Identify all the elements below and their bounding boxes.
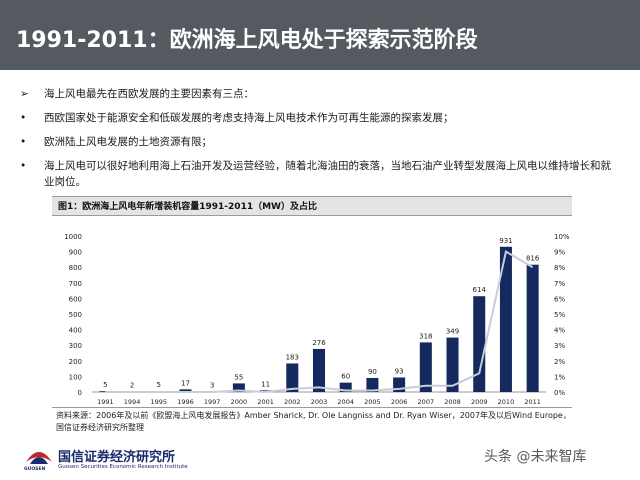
chart-bar xyxy=(473,296,486,392)
y-tick-label: 100 xyxy=(69,373,82,381)
dot-bullet-icon: • xyxy=(20,160,27,172)
data-label: 276 xyxy=(312,339,326,347)
dot-bullet-icon: • xyxy=(20,136,27,148)
data-label: 60 xyxy=(341,373,350,381)
chart-bar xyxy=(366,377,379,392)
page-title: 1991-2011：欧洲海上风电处于探索示范阶段 xyxy=(16,28,478,53)
logo-english-name: Guosen Securities Economic Research Inst… xyxy=(58,464,188,470)
y2-tick-label: 9% xyxy=(554,249,565,257)
x-tick-label: 1997 xyxy=(204,398,221,406)
x-tick-label: 1995 xyxy=(150,398,167,406)
chart-bar xyxy=(446,337,459,392)
x-tick-label: 2010 xyxy=(498,398,515,406)
data-label: 816 xyxy=(526,255,540,263)
y2-tick-label: 10% xyxy=(554,233,570,241)
data-label: 93 xyxy=(395,367,404,375)
x-tick-label: 2000 xyxy=(231,398,248,406)
company-logo: GUOSEN 国信证券经济研究所 Guosen Securities Econo… xyxy=(24,446,224,474)
chart-bar xyxy=(419,342,432,392)
y2-tick-label: 0% xyxy=(554,389,565,397)
x-tick-label: 2002 xyxy=(284,398,301,406)
y2-tick-label: 5% xyxy=(554,311,565,319)
chart-bar xyxy=(526,264,539,392)
x-tick-label: 2009 xyxy=(471,398,488,406)
y2-tick-label: 1% xyxy=(554,373,565,381)
data-label: 5 xyxy=(103,381,107,389)
data-label: 2 xyxy=(130,382,134,390)
y-tick-label: 600 xyxy=(69,295,82,303)
y-tick-label: 500 xyxy=(69,311,82,319)
chart-bar xyxy=(99,391,112,393)
dot-bullet-icon: • xyxy=(20,112,27,124)
logo-abbrev: GUOSEN xyxy=(24,467,46,472)
bullet-item: • 欧洲陆上风电发展的土地资源有限； xyxy=(20,134,620,150)
data-label: 349 xyxy=(446,328,459,336)
x-tick-label: 1996 xyxy=(177,398,194,406)
bullet-text: 欧洲陆上风电发展的土地资源有限； xyxy=(44,136,212,148)
source-divider xyxy=(52,407,572,408)
chart-bar xyxy=(312,348,326,392)
y2-tick-label: 2% xyxy=(554,358,565,366)
data-label: 931 xyxy=(499,237,512,245)
y2-tick-label: 8% xyxy=(554,264,565,272)
chart-bar xyxy=(179,389,192,392)
x-tick-label: 2004 xyxy=(337,398,354,406)
data-label: 90 xyxy=(368,368,377,376)
x-tick-label: 2001 xyxy=(257,398,274,406)
data-label: 318 xyxy=(419,332,432,340)
title-bar: 1991-2011：欧洲海上风电处于探索示范阶段 xyxy=(0,0,640,70)
data-label: 11 xyxy=(261,380,270,388)
data-label: 3 xyxy=(210,382,214,390)
x-tick-label: 1991 xyxy=(97,398,114,406)
bullet-item: ➢ 海上风电最先在西欧发展的主要因素有三点： xyxy=(20,86,620,102)
x-tick-label: 2008 xyxy=(444,398,461,406)
chart-bar xyxy=(499,246,512,392)
y2-tick-label: 3% xyxy=(554,342,565,350)
arrow-bullet-icon: ➢ xyxy=(20,88,29,100)
y-tick-label: 300 xyxy=(69,342,82,350)
x-tick-label: 1994 xyxy=(124,398,141,406)
data-label: 183 xyxy=(286,353,299,361)
y2-tick-label: 7% xyxy=(554,280,565,288)
watermark: 头条 @未来智库 xyxy=(484,449,587,465)
y-tick-label: 900 xyxy=(69,249,82,257)
bullet-list: ➢ 海上风电最先在西欧发展的主要因素有三点： • 西欧国家处于能源安全和低碳发展… xyxy=(20,86,620,198)
bullet-text: 西欧国家处于能源安全和低碳发展的考虑支持海上风电技术作为可再生能源的探索发展； xyxy=(44,112,454,124)
y-tick-label: 0 xyxy=(78,389,82,397)
bullet-text: 海上风电可以很好地利用海上石油开发及运营经验，随着北海油田的衰落，当地石油产业转… xyxy=(44,160,611,188)
y-tick-label: 1000 xyxy=(64,233,82,241)
y-tick-label: 200 xyxy=(69,358,82,366)
chart-bar xyxy=(232,383,245,392)
y-tick-label: 700 xyxy=(69,280,82,288)
y2-tick-label: 6% xyxy=(554,295,565,303)
share-line xyxy=(105,250,534,394)
x-tick-label: 2007 xyxy=(418,398,435,406)
logo-mark-icon xyxy=(26,452,52,464)
chart-bar xyxy=(339,382,352,392)
data-label: 55 xyxy=(234,373,243,381)
bar-chart: 0 100 200 300 400 500 600 700 800 900 1000 0% 1% 2% 3%… xyxy=(64,233,570,406)
y-tick-label: 800 xyxy=(69,264,82,272)
data-label: 17 xyxy=(181,379,190,387)
x-tick-label: 2011 xyxy=(524,398,541,406)
bullet-item: • 西欧国家处于能源安全和低碳发展的考虑支持海上风电技术作为可再生能源的探索发展… xyxy=(20,110,620,126)
data-label: 5 xyxy=(157,381,161,389)
x-tick-label: 2003 xyxy=(311,398,328,406)
chart-bar xyxy=(286,363,299,392)
y2-tick-label: 4% xyxy=(554,327,565,335)
x-tick-label: 2005 xyxy=(364,398,381,406)
figure-title: 图1：欧洲海上风电年新增装机容量1991-2011（MW）及占比 xyxy=(58,202,317,212)
y-tick-label: 400 xyxy=(69,327,82,335)
logo-name: 国信证券经济研究所 xyxy=(58,450,176,465)
data-label: 614 xyxy=(473,286,487,294)
source-note: 资料来源：2006年及以前《欧盟海上风电发展报告》Amber Sharick, … xyxy=(56,411,571,432)
x-tick-label: 2006 xyxy=(391,398,408,406)
bullet-text: 海上风电最先在西欧发展的主要因素有三点： xyxy=(44,88,254,100)
figure-caption-bar: 图1：欧洲海上风电年新增装机容量1991-2011（MW）及占比 xyxy=(52,196,572,216)
bullet-item: • 海上风电可以很好地利用海上石油开发及运营经验，随着北海油田的衰落，当地石油产… xyxy=(20,158,620,190)
